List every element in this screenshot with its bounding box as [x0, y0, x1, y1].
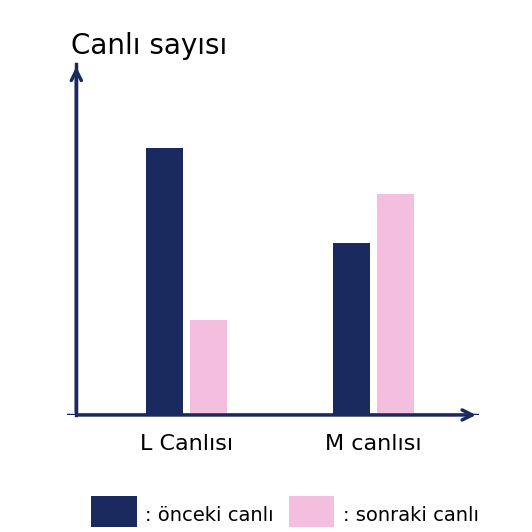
Bar [289, 496, 335, 527]
Bar [190, 320, 227, 415]
Text: sayısı: sayısı [145, 528, 212, 532]
Text: M canlısı: M canlısı [325, 434, 421, 454]
Text: : sonraki canlı: : sonraki canlı [343, 505, 479, 525]
Text: Canlı sayısı: Canlı sayısı [71, 32, 227, 60]
Text: : önceki canlı: : önceki canlı [145, 505, 273, 525]
Text: L Canlısı: L Canlısı [140, 434, 234, 454]
Bar [146, 148, 183, 415]
Bar [92, 496, 137, 527]
Bar [333, 243, 370, 415]
Bar [377, 194, 414, 415]
Text: sayısı: sayısı [343, 528, 410, 532]
